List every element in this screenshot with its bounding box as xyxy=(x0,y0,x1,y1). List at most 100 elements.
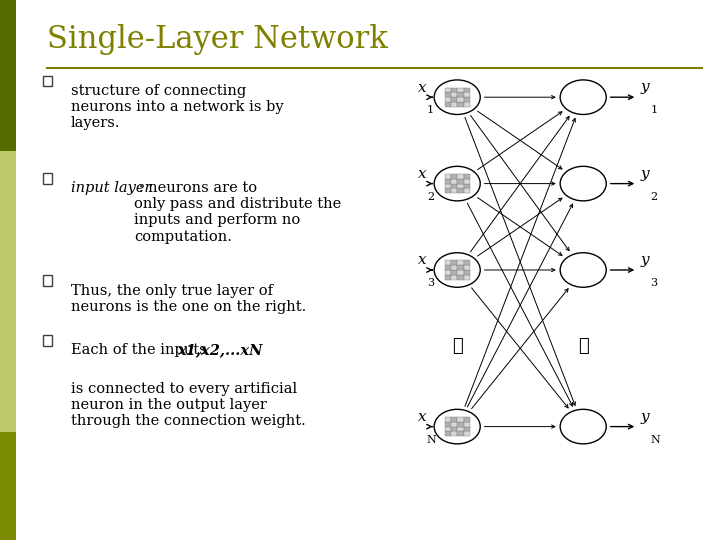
Bar xyxy=(444,275,451,280)
Bar xyxy=(451,260,457,265)
Bar xyxy=(457,417,464,422)
Bar xyxy=(464,275,470,280)
Bar xyxy=(451,92,457,97)
Bar xyxy=(451,275,457,280)
Bar xyxy=(451,179,457,184)
Bar xyxy=(0,0,16,151)
Text: 2: 2 xyxy=(427,192,434,202)
Bar xyxy=(457,97,464,102)
Text: Thus, the only true layer of
neurons is the one on the right.: Thus, the only true layer of neurons is … xyxy=(71,284,306,314)
Text: x: x xyxy=(418,253,426,267)
Bar xyxy=(457,184,464,188)
Bar xyxy=(457,87,464,92)
Circle shape xyxy=(560,253,606,287)
Bar xyxy=(457,102,464,107)
Bar xyxy=(464,179,470,184)
Text: x: x xyxy=(418,80,426,94)
Text: is connected to every artificial
neuron in the output layer
through the connecti: is connected to every artificial neuron … xyxy=(71,382,305,428)
Bar xyxy=(451,174,457,179)
Text: ⋮: ⋮ xyxy=(452,336,462,355)
Text: structure of connecting
neurons into a network is by
layers.: structure of connecting neurons into a n… xyxy=(71,84,283,130)
Text: : neurons are to
only pass and distribute the
inputs and perform no
computation.: : neurons are to only pass and distribut… xyxy=(134,181,341,244)
Bar xyxy=(451,270,457,275)
Text: Each of the inputs: Each of the inputs xyxy=(71,343,211,357)
Text: N: N xyxy=(427,435,437,445)
Bar xyxy=(457,265,464,270)
Bar xyxy=(457,188,464,193)
Bar xyxy=(451,97,457,102)
Bar xyxy=(444,427,451,431)
Bar xyxy=(464,265,470,270)
Circle shape xyxy=(560,80,606,114)
Bar xyxy=(457,422,464,427)
Bar xyxy=(464,174,470,179)
Bar xyxy=(444,270,451,275)
Circle shape xyxy=(560,409,606,444)
Bar xyxy=(43,76,52,86)
Bar xyxy=(457,275,464,280)
Bar xyxy=(464,270,470,275)
Bar xyxy=(444,417,451,422)
Bar xyxy=(457,431,464,436)
Bar xyxy=(451,184,457,188)
Bar xyxy=(444,92,451,97)
Bar xyxy=(43,275,52,286)
Bar xyxy=(457,260,464,265)
Bar xyxy=(464,102,470,107)
Bar xyxy=(451,265,457,270)
Bar xyxy=(444,102,451,107)
Bar xyxy=(464,92,470,97)
Text: 3: 3 xyxy=(650,278,657,288)
Bar xyxy=(43,173,52,184)
Bar xyxy=(457,427,464,431)
Bar xyxy=(451,427,457,431)
Text: x: x xyxy=(418,410,426,424)
Bar xyxy=(464,87,470,92)
Bar xyxy=(464,260,470,265)
Text: y: y xyxy=(641,167,649,181)
Text: 1: 1 xyxy=(650,105,657,116)
Bar xyxy=(444,265,451,270)
Bar xyxy=(451,417,457,422)
Bar xyxy=(444,97,451,102)
Circle shape xyxy=(434,253,480,287)
Text: y: y xyxy=(641,253,649,267)
Text: 3: 3 xyxy=(427,278,434,288)
Bar xyxy=(444,179,451,184)
Circle shape xyxy=(434,80,480,114)
Bar xyxy=(464,184,470,188)
Bar xyxy=(457,270,464,275)
Bar xyxy=(451,422,457,427)
Bar xyxy=(464,431,470,436)
Bar xyxy=(464,188,470,193)
Text: N: N xyxy=(650,435,660,445)
Bar xyxy=(444,188,451,193)
Bar xyxy=(451,87,457,92)
Bar xyxy=(444,184,451,188)
Bar xyxy=(444,422,451,427)
Circle shape xyxy=(434,166,480,201)
Bar xyxy=(0,432,16,540)
Bar xyxy=(451,188,457,193)
Circle shape xyxy=(560,166,606,201)
Text: x: x xyxy=(418,167,426,181)
Bar xyxy=(457,92,464,97)
Bar xyxy=(464,417,470,422)
Text: 1: 1 xyxy=(427,105,434,116)
Text: ⋮: ⋮ xyxy=(578,336,588,355)
Text: 2: 2 xyxy=(650,192,657,202)
Bar xyxy=(444,87,451,92)
Text: x1,x2,...xN: x1,x2,...xN xyxy=(177,343,263,357)
Bar xyxy=(464,97,470,102)
Bar xyxy=(0,151,16,432)
Bar xyxy=(464,422,470,427)
Text: input layer: input layer xyxy=(71,181,151,195)
Bar xyxy=(457,179,464,184)
Bar xyxy=(444,174,451,179)
Circle shape xyxy=(434,409,480,444)
Bar xyxy=(444,431,451,436)
Bar xyxy=(43,335,52,346)
Text: y: y xyxy=(641,80,649,94)
Bar xyxy=(464,427,470,431)
Bar xyxy=(451,431,457,436)
